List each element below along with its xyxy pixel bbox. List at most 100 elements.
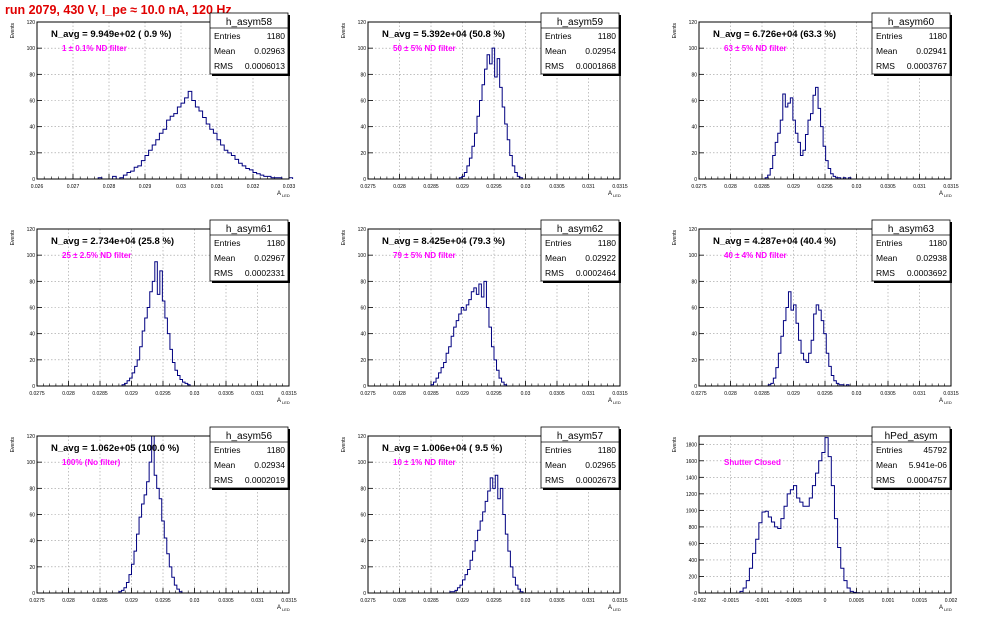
y-tick-label: 1800 (686, 442, 697, 448)
x-tick-label: 0.031 (913, 184, 926, 190)
x-tick-label: 0.0275 (691, 184, 707, 190)
histogram-series-h_asym60 (764, 86, 852, 180)
stats-value: 0.0002331 (245, 268, 285, 278)
x-tick-label: 0.0295 (486, 598, 502, 604)
x-tick-label: 0.031 (582, 391, 595, 397)
stats-value: 1180 (598, 445, 617, 455)
x-tick-label: 0.028 (393, 391, 406, 397)
x-tick-label: 0.027 (67, 184, 80, 190)
x-axis-title: ALED (608, 398, 621, 405)
x-tick-label: 0.0275 (691, 391, 707, 397)
y-tick-label: 0 (694, 177, 697, 183)
x-tick-label: 0.0275 (29, 391, 45, 397)
x-tick-label: 0.0285 (92, 598, 108, 604)
y-tick-label: 20 (691, 151, 697, 157)
x-tick-label: 0.031 (211, 184, 224, 190)
stats-box (540, 12, 620, 75)
histogram-series-h_asym62 (430, 280, 508, 386)
histogram-name: h_asym59 (557, 17, 604, 28)
x-axis-title: ALED (608, 605, 621, 612)
x-tick-label: 0.0295 (155, 391, 171, 397)
x-axis-title: ALED (277, 398, 290, 405)
stats-value: 0.02954 (585, 46, 616, 56)
y-tick-label: 0 (363, 591, 366, 597)
stats-label: Entries (545, 31, 571, 41)
stats-value: 5.941e-06 (909, 460, 948, 470)
panel-h_asym57: 0 20 40 60 80 100 120 0.0275 0.028 0.0285 0.029 0.0… (341, 426, 628, 612)
stats-value: 1180 (929, 238, 948, 248)
x-tick-label: 0.0005 (849, 598, 865, 604)
plot-frame (36, 21, 290, 180)
x-tick-label: -0.0005 (785, 598, 802, 604)
x-tick-label: 0.033 (283, 184, 296, 190)
y-tick-label: 80 (691, 72, 697, 78)
y-tick-label: 120 (689, 20, 698, 26)
histogram-series-h_asym57 (449, 474, 524, 593)
x-tick-label: 0.03 (176, 184, 186, 190)
stats-label: RMS (214, 268, 233, 278)
x-tick-label: 0.0315 (281, 598, 297, 604)
stats-label: Mean (545, 46, 567, 56)
x-axis-title: ALED (939, 605, 952, 612)
x-tick-label: 0.0295 (486, 391, 502, 397)
panel-h_asym62: 0 20 40 60 80 100 120 0.0275 0.028 0.0285 0.029 0.0… (341, 219, 628, 405)
y-tick-label: 60 (29, 513, 35, 519)
x-tick-label: 0.032 (247, 184, 260, 190)
y-tick-label: 0 (32, 177, 35, 183)
x-tick-label: 0.03 (521, 391, 531, 397)
x-tick-label: 0.028 (724, 391, 737, 397)
n-avg-label: N_avg = 1.006e+04 ( 9.5 %) (382, 443, 502, 454)
x-tick-label: 0.0315 (612, 184, 628, 190)
x-tick-label: 0.0315 (281, 391, 297, 397)
histogram-series-h_asym56 (118, 435, 183, 593)
n-avg-label: N_avg = 6.726e+04 (63.3 %) (713, 29, 836, 40)
x-tick-label: 0.029 (125, 598, 138, 604)
x-tick-label: 0.0305 (549, 184, 565, 190)
histogram-name: h_asym63 (888, 224, 935, 235)
x-tick-label: 0.0275 (29, 598, 45, 604)
filter-label: 1 ± 0.1% ND filter (62, 44, 127, 53)
y-tick-label: 80 (360, 72, 366, 78)
y-tick-label: 120 (27, 20, 36, 26)
stats-label: Mean (876, 460, 898, 470)
histogram-name: h_asym58 (226, 17, 273, 28)
y-tick-label: 100 (358, 253, 367, 259)
y-axis-title: Events (672, 437, 678, 453)
y-tick-label: 120 (358, 434, 367, 440)
y-tick-label: 40 (29, 332, 35, 338)
histogram-series-h_asym61 (121, 261, 191, 386)
stats-label: RMS (545, 475, 564, 485)
stats-value: 0.02938 (916, 253, 947, 263)
stats-value: 0.02963 (254, 46, 285, 56)
stats-value: 0.0004757 (907, 475, 947, 485)
x-tick-label: 0.0285 (423, 598, 439, 604)
y-tick-label: 40 (360, 125, 366, 131)
x-tick-label: 0.001 (882, 598, 895, 604)
stats-value: 0.02922 (585, 253, 616, 263)
stats-label: Mean (876, 46, 898, 56)
n-avg-label: N_avg = 2.734e+04 (25.8 %) (51, 236, 174, 247)
y-tick-label: 80 (360, 486, 366, 492)
n-avg-label: N_avg = 8.425e+04 (79.3 %) (382, 236, 505, 247)
y-tick-label: 80 (691, 279, 697, 285)
stats-value: 0.02967 (254, 253, 285, 263)
x-tick-label: 0.029 (125, 391, 138, 397)
y-tick-label: 1600 (686, 459, 697, 465)
x-tick-label: -0.0015 (722, 598, 739, 604)
stats-label: Mean (214, 46, 236, 56)
panel-h_asym60: 0 20 40 60 80 100 120 0.0275 0.028 0.0285 0.029 0.0… (672, 12, 959, 198)
x-tick-label: 0.0315 (943, 391, 959, 397)
x-tick-label: 0.029 (456, 184, 469, 190)
stats-box (540, 426, 620, 489)
x-tick-label: 0.031 (251, 598, 264, 604)
y-tick-label: 60 (29, 99, 35, 105)
y-tick-label: 0 (694, 384, 697, 390)
stats-value: 0.0002019 (245, 475, 285, 485)
stats-box (871, 426, 951, 489)
x-tick-label: 0.0295 (486, 184, 502, 190)
filter-label: 50 ± 5% ND filter (393, 44, 456, 53)
x-tick-label: 0.028 (62, 598, 75, 604)
stats-label: Entries (214, 445, 240, 455)
stats-label: RMS (876, 61, 895, 71)
y-axis-title: Events (10, 230, 16, 246)
